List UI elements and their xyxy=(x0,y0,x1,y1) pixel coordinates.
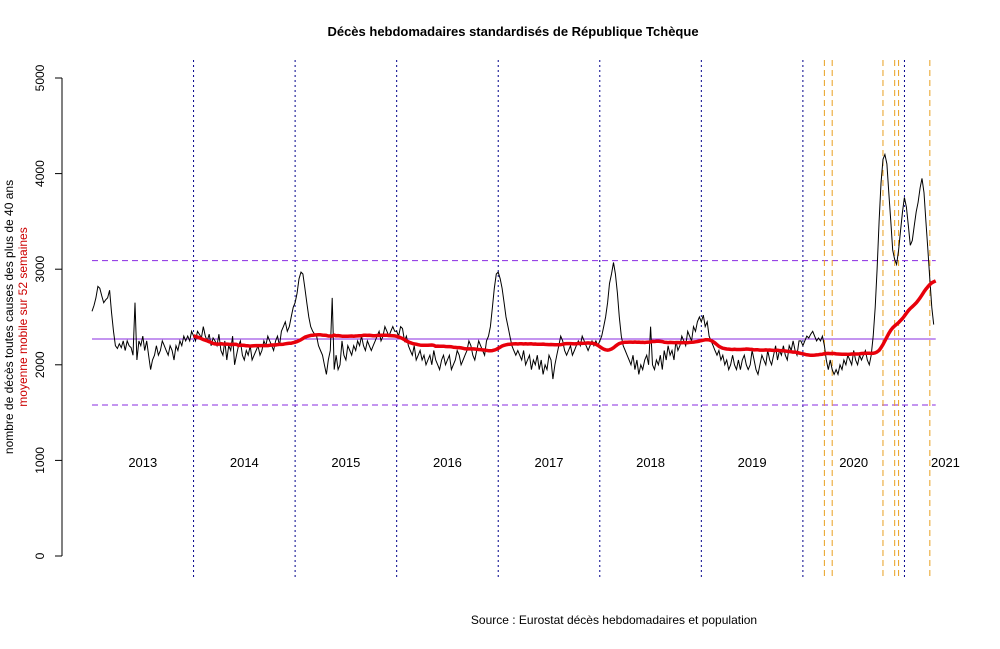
year-label: 2015 xyxy=(331,455,360,470)
y-tick-label: 1000 xyxy=(33,447,47,474)
y-axis-label-moving-average: moyenne mobile sur 52 semaines xyxy=(16,227,30,406)
y-axis: 0 1000 2000 3000 4000 5000 xyxy=(33,64,63,559)
year-label: 2018 xyxy=(636,455,665,470)
y-tick-label: 4000 xyxy=(33,160,47,187)
y-axis-label: nombre de décès toutes causes des plus d… xyxy=(2,180,16,454)
y-tick-label: 5000 xyxy=(33,64,47,91)
y-tick-label: 2000 xyxy=(33,351,47,378)
year-label: 2016 xyxy=(433,455,462,470)
chart-title: Décès hebdomadaires standardisés de Répu… xyxy=(327,24,698,39)
year-label: 2014 xyxy=(230,455,259,470)
year-label: 2013 xyxy=(128,455,157,470)
year-label: 2021 xyxy=(931,455,960,470)
grid-lines xyxy=(92,60,936,577)
year-label: 2017 xyxy=(535,455,564,470)
moving-average-line xyxy=(193,279,937,358)
y-tick-label: 0 xyxy=(33,552,47,559)
series-layer xyxy=(91,152,937,380)
year-label: 2019 xyxy=(738,455,767,470)
y-tick-label: 3000 xyxy=(33,256,47,283)
weekly-deaths-line xyxy=(91,152,935,380)
year-labels: 2013 2014 2015 2016 2017 2018 2019 2020 2021 xyxy=(128,455,960,470)
year-label: 2020 xyxy=(839,455,868,470)
source-note: Source : Eurostat décès hebdomadaires et… xyxy=(471,613,757,627)
